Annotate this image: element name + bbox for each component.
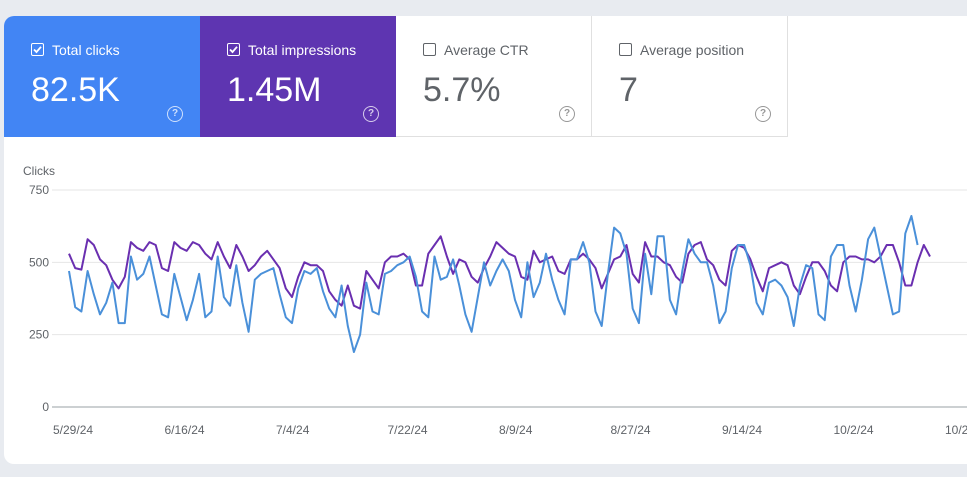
clicks-chart: Clicks 750 500 250 0 5/29/24 6/16/24 7/4/24 7/22… bbox=[23, 164, 967, 437]
y-tick-label: 500 bbox=[29, 255, 49, 269]
y-tick-label: 250 bbox=[29, 328, 49, 342]
x-tick-label: 7/22/24 bbox=[388, 423, 428, 437]
checkbox-icon[interactable] bbox=[31, 43, 44, 56]
performance-panel: Clicks 750 500 250 0 5/29/24 6/16/24 7/4/24 7/22… bbox=[4, 16, 967, 464]
x-tick-label: 9/14/24 bbox=[722, 423, 762, 437]
x-tick-label: 5/29/24 bbox=[53, 423, 93, 437]
metric-card-average-ctr[interactable]: Average CTR 5.7% ? bbox=[396, 16, 592, 137]
x-tick-label: 10/20/24 bbox=[945, 423, 967, 437]
metric-value: 82.5K bbox=[31, 71, 120, 109]
metric-label: Average CTR bbox=[444, 42, 529, 58]
metric-card-total-impressions[interactable]: Total impressions 1.45M ? bbox=[200, 16, 396, 137]
x-tick-label: 6/16/24 bbox=[165, 423, 205, 437]
x-tick-label: 7/4/24 bbox=[276, 423, 310, 437]
metric-label: Total clicks bbox=[52, 42, 120, 58]
help-circle-icon[interactable]: ? bbox=[167, 106, 183, 122]
metric-label: Average position bbox=[640, 42, 745, 58]
help-circle-icon[interactable]: ? bbox=[363, 106, 379, 122]
help-circle-icon[interactable]: ? bbox=[559, 106, 575, 122]
help-circle-icon[interactable]: ? bbox=[755, 106, 771, 122]
y-axis-title: Clicks bbox=[23, 164, 55, 178]
x-tick-label: 8/27/24 bbox=[611, 423, 651, 437]
metric-value: 7 bbox=[619, 71, 638, 109]
metric-card-total-clicks[interactable]: Total clicks 82.5K ? bbox=[4, 16, 200, 137]
checkbox-icon[interactable] bbox=[227, 43, 240, 56]
metric-label: Total impressions bbox=[248, 42, 357, 58]
metric-cards: Total clicks 82.5K ? Total impressions 1… bbox=[4, 16, 788, 137]
series-line-total-impressions bbox=[68, 235, 931, 310]
series-line-total-clicks bbox=[68, 215, 919, 353]
metric-value: 5.7% bbox=[423, 71, 501, 109]
y-tick-label: 0 bbox=[42, 400, 49, 414]
checkbox-icon[interactable] bbox=[423, 43, 436, 56]
x-tick-label: 8/9/24 bbox=[499, 423, 533, 437]
checkbox-icon[interactable] bbox=[619, 43, 632, 56]
metric-value: 1.45M bbox=[227, 71, 322, 109]
x-tick-label: 10/2/24 bbox=[834, 423, 874, 437]
metric-card-average-position[interactable]: Average position 7 ? bbox=[592, 16, 788, 137]
y-tick-label: 750 bbox=[29, 183, 49, 197]
